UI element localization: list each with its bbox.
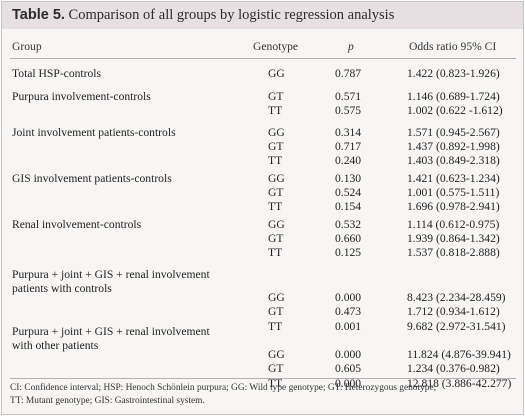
odds-ratio-cell: 1.422 (0.823-1.926): [407, 67, 500, 80]
header-group: Group: [12, 40, 42, 53]
p-value-cell: 0.571: [335, 90, 362, 103]
odds-ratio-cell: 1.571 (0.945-2.567): [407, 126, 500, 139]
odds-ratio-cell: 1.712 (0.934-1.612): [407, 305, 500, 319]
group-label: with other patients: [12, 339, 99, 353]
p-value-cell: 0.240: [335, 154, 362, 168]
odds-ratio-cell: 1.537 (0.818-2.888): [407, 246, 500, 260]
footnote-line: TT: Mutant genotype; GIS: Gastrointestin…: [10, 396, 205, 406]
p-value-cell: 0.130: [335, 172, 362, 185]
odds-ratio-cell: 11.824 (4.876-39.941): [407, 348, 511, 362]
odds-ratio-cell: 1.403 (0.849-2.318): [407, 154, 500, 168]
genotype-cell: GG: [268, 218, 285, 231]
p-value-cell: 0.717: [335, 140, 362, 154]
odds-ratio-cell: 1.437 (0.892-1.998): [407, 140, 500, 154]
group-label: Purpura + joint + GIS + renal involvemen…: [12, 268, 210, 281]
header-p: p: [348, 40, 354, 53]
odds-ratio-cell: 1.696 (0.978-2.941): [407, 200, 500, 214]
genotype-cell: GG: [268, 126, 285, 139]
table-title: Table 5. Comparison of all groups by log…: [12, 7, 394, 24]
p-value-cell: 0.605: [335, 362, 362, 376]
odds-ratio-cell: 8.423 (2.234-28.459): [407, 291, 506, 305]
group-label: Renal involvement-controls: [12, 218, 142, 231]
p-value-cell: 0.532: [335, 218, 362, 231]
header-odds-ratio: Odds ratio 95% CI: [409, 40, 497, 53]
genotype-cell: GT: [268, 186, 284, 200]
p-value-cell: 0.524: [335, 186, 362, 200]
group-label: Joint involvement patients-controls: [12, 126, 176, 139]
footer-rule: [10, 378, 516, 379]
odds-ratio-cell: 1.421 (0.623-1.234): [407, 172, 500, 185]
table-footnote: CI: Confidence interval; HSP: Henoch Sch…: [10, 382, 518, 408]
genotype-cell: GG: [268, 172, 285, 185]
genotype-cell: TT: [268, 319, 283, 333]
odds-ratio-cell: 1.234 (0.376-0.982): [407, 362, 500, 376]
genotype-cell: GT: [268, 305, 284, 319]
header-genotype: Genotype: [253, 40, 299, 53]
group-label: patients with controls: [12, 282, 112, 296]
genotype-cell: GT: [268, 90, 284, 103]
genotype-cell: TT: [268, 200, 283, 214]
p-value-cell: 0.473: [335, 305, 362, 319]
table-label: Table 5.: [12, 7, 65, 23]
p-value-cell: 0.314: [335, 126, 362, 139]
group-label: Purpura + joint + GIS + renal involvemen…: [12, 325, 210, 338]
odds-ratio-cell: 1.001 (0.575-1.511): [407, 186, 500, 200]
odds-ratio-cell: 1.939 (0.864-1.342): [407, 232, 500, 246]
header-rule: [10, 58, 516, 59]
genotype-cell: GG: [268, 348, 285, 362]
genotype-cell: GT: [268, 140, 284, 154]
odds-ratio-cell: 1.114 (0.612-0.975): [407, 218, 500, 231]
p-value-cell: 0.660: [335, 232, 362, 246]
p-value-cell: 0.001: [335, 319, 362, 333]
genotype-cell: GG: [268, 291, 285, 305]
genotype-cell: GT: [268, 232, 284, 246]
p-value-cell: 0.125: [335, 246, 362, 260]
odds-ratio-cell: 9.682 (2.972-31.541): [407, 319, 506, 333]
p-value-cell: 0.000: [335, 291, 362, 305]
genotype-cell: GT: [268, 362, 284, 376]
genotype-cell: TT: [268, 246, 283, 260]
p-value-cell: 0.000: [335, 376, 362, 390]
p-value-cell: 0.154: [335, 200, 362, 214]
genotype-cell: GG: [268, 67, 285, 80]
group-label: Purpura involvement-controls: [12, 90, 151, 103]
p-value-cell: 0.787: [335, 67, 362, 80]
group-label: GIS involvement patients-controls: [12, 172, 172, 185]
footnote-line: CI: Confidence interval; HSP: Henoch Sch…: [10, 383, 437, 393]
genotype-cell: TT: [268, 154, 283, 168]
group-label: Total HSP-controls: [12, 67, 102, 80]
genotype-cell: TT: [268, 376, 283, 390]
odds-ratio-cell: 1.146 (0.689-1.724): [407, 90, 500, 103]
p-value-cell: 0.000: [335, 348, 362, 362]
table-caption: Comparison of all groups by logistic reg…: [68, 7, 395, 23]
table-title-bar: Table 5. Comparison of all groups by log…: [2, 2, 523, 29]
odds-ratio-cell: 12.818 (3.886-42.277): [407, 376, 512, 390]
genotype-cell: TT: [268, 104, 283, 118]
p-value-cell: 0.575: [335, 104, 362, 118]
odds-ratio-cell: 1.002 (0.622 -1.612): [407, 104, 503, 118]
